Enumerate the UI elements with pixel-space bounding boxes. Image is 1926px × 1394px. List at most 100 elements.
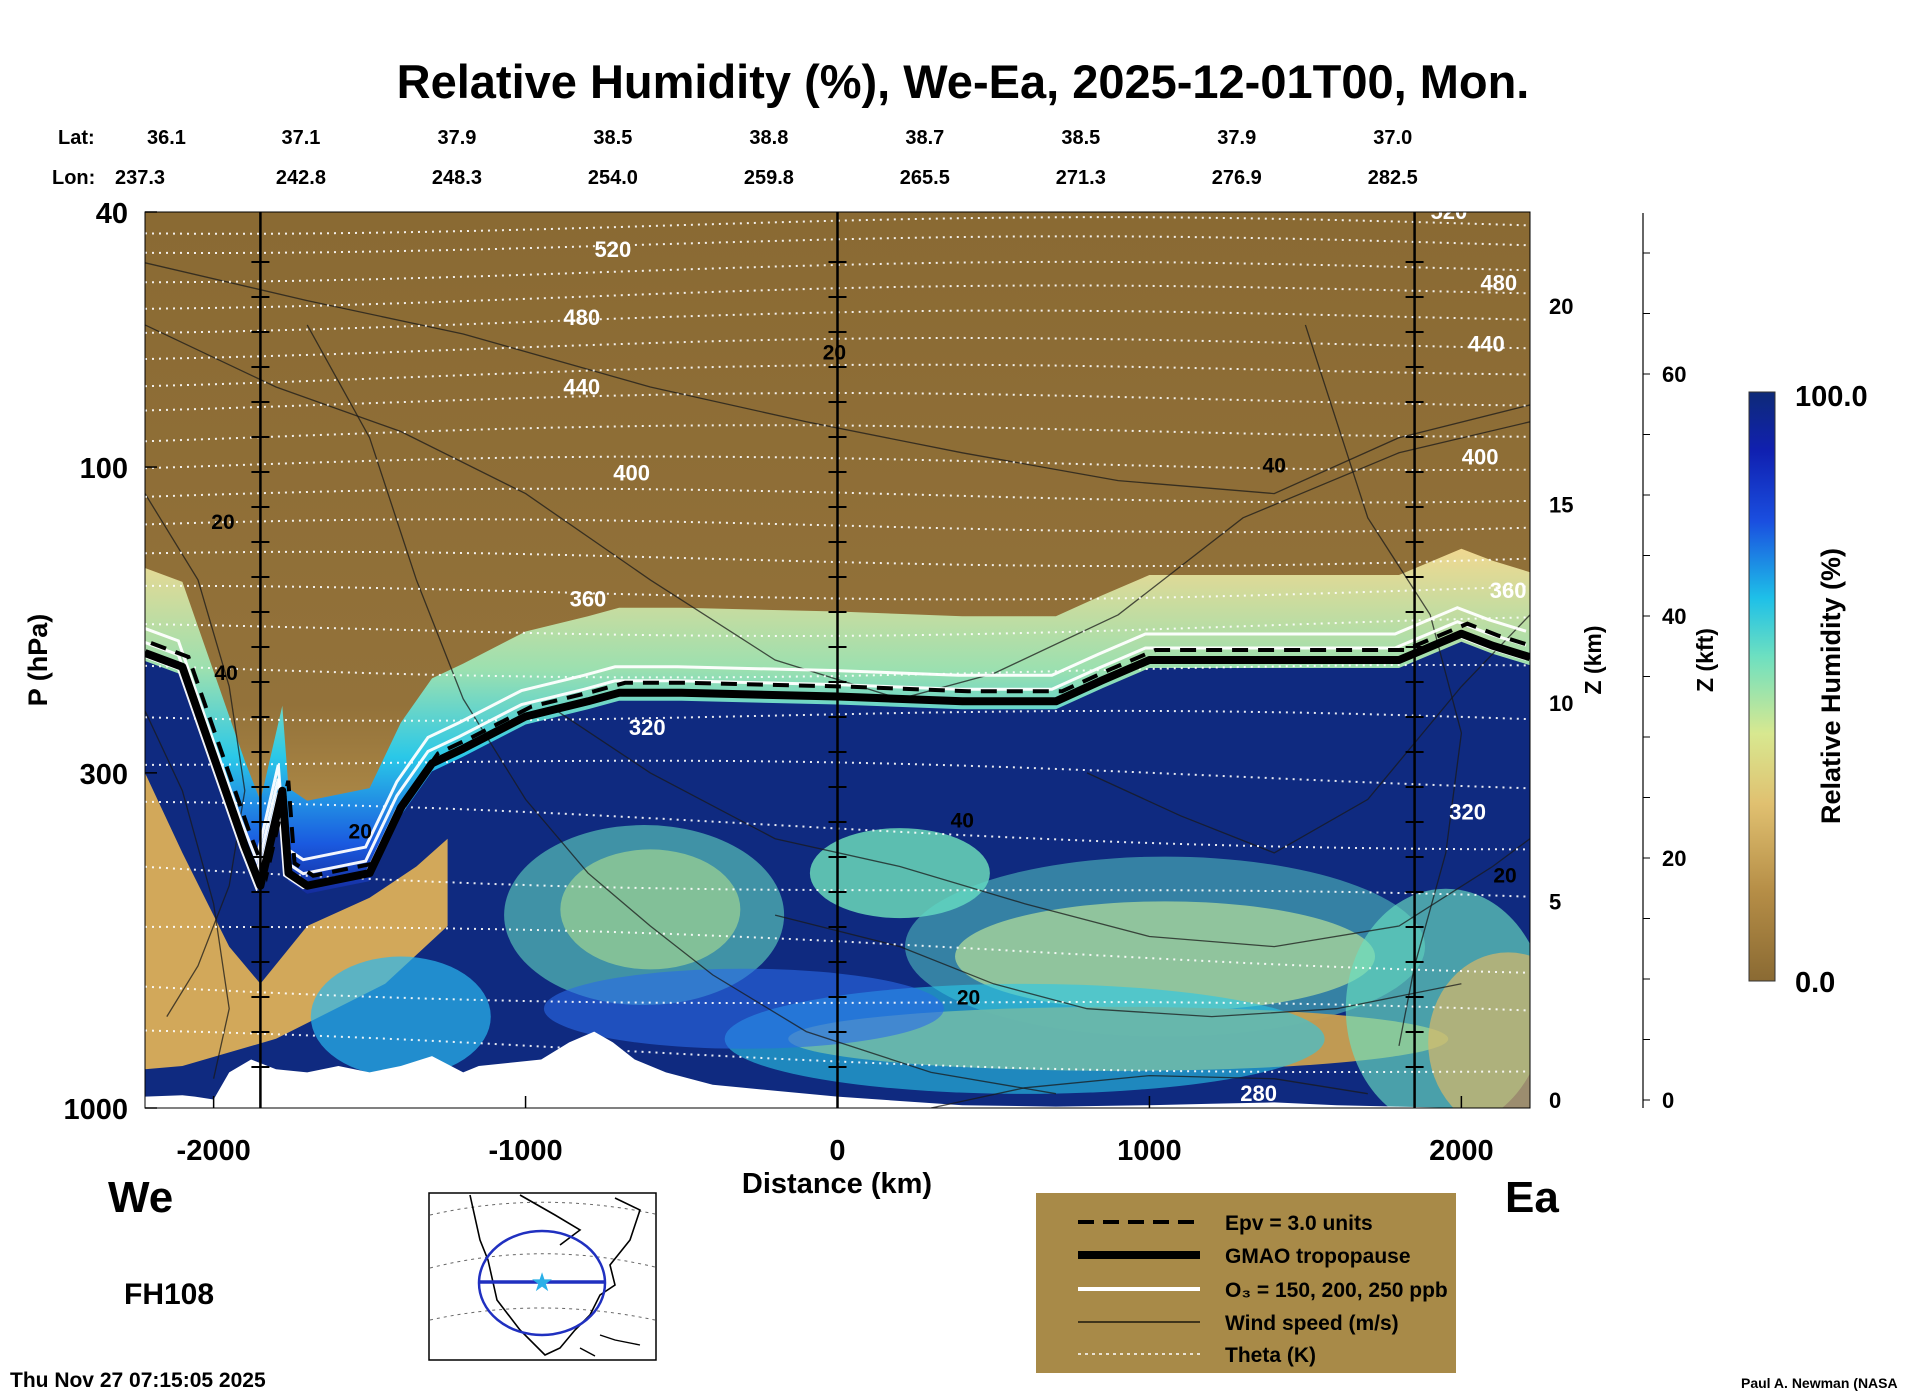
lon-value: 237.3 — [115, 167, 165, 189]
x-tick-label: 0 — [829, 1135, 845, 1167]
theta-label: 280 — [1240, 1081, 1277, 1106]
y-axis-label: P (hPa) — [23, 614, 53, 707]
svg-text:★: ★ — [530, 1268, 553, 1298]
theta-label: 480 — [563, 305, 600, 330]
legend-wind: Wind speed (m/s) — [1225, 1312, 1399, 1335]
theta-label: 440 — [1468, 331, 1505, 356]
lon-label: Lon: — [52, 167, 95, 189]
theta-label: 360 — [1490, 578, 1527, 603]
vertical-reference-lines — [251, 212, 1424, 1108]
x-tick-label: 2000 — [1429, 1135, 1494, 1167]
theta-label: 520 — [1431, 199, 1468, 224]
theta-label: 440 — [563, 374, 600, 399]
lon-value: 271.3 — [1056, 167, 1106, 189]
x-axis-label: Distance (km) — [742, 1168, 932, 1200]
x-axis: -2000 -1000 0 1000 2000 — [177, 1096, 1494, 1167]
colorbar — [1748, 391, 1776, 982]
wind-contour — [556, 710, 1530, 948]
z-kft-tick-label: 20 — [1662, 846, 1686, 871]
lat-value: 38.8 — [749, 127, 788, 149]
humidity-patch — [809, 828, 990, 919]
lat-lon-header: 36.1 37.1 37.9 38.5 38.8 38.7 38.5 37.9 37.0 237.… — [115, 127, 1418, 189]
ozone-contour — [145, 620, 1527, 879]
humidity-patches — [310, 825, 1530, 1108]
wind-contour — [145, 493, 246, 1017]
x-tick-label: -2000 — [177, 1135, 251, 1167]
tropopause-line — [145, 629, 1530, 890]
wind-label: 40 — [214, 662, 237, 685]
lat-value: 38.5 — [593, 127, 632, 149]
wind-contour — [145, 710, 230, 1079]
wind-contour — [1086, 614, 1530, 854]
y-tick-label: 40 — [96, 198, 128, 230]
wind-label: 40 — [951, 809, 974, 832]
theta-label: 320 — [629, 715, 666, 740]
z-km-tick-label: 10 — [1549, 691, 1573, 716]
legend-epv: Epv = 3.0 units — [1225, 1212, 1373, 1235]
y-tick-label: 300 — [80, 759, 128, 791]
inset-map: ★ — [428, 1192, 657, 1361]
lon-value: 254.0 — [588, 167, 638, 189]
dry-intrusion-region — [145, 772, 448, 1070]
lon-value: 276.9 — [1212, 167, 1262, 189]
wind-label: 20 — [823, 342, 846, 365]
lat-value: 36.1 — [147, 127, 186, 149]
wind-label: 40 — [1263, 455, 1286, 478]
y-axis-z-km: 0 5 10 15 20 — [1549, 294, 1573, 1113]
theta-label: 360 — [570, 586, 607, 611]
z-km-tick-label: 20 — [1549, 294, 1573, 319]
x-tick-label: 1000 — [1117, 1135, 1182, 1167]
wind-label: 20 — [1493, 865, 1516, 888]
wind-label: 20 — [349, 821, 372, 844]
colorbar-title: Relative Humidity (%) — [1816, 548, 1846, 824]
lat-value: 37.1 — [281, 127, 320, 149]
z-kft-tick-label: 60 — [1662, 362, 1686, 387]
humidity-patch — [543, 968, 944, 1049]
z-km-tick-label: 0 — [1549, 1088, 1561, 1113]
humidity-patch — [504, 825, 785, 1006]
lon-value: 265.5 — [900, 167, 950, 189]
wind-label: 20 — [211, 511, 234, 534]
z-km-tick-label: 15 — [1549, 493, 1573, 518]
plot-area: 520 480 440 400 360 320 520 480 440 400 360 320 280 2… — [145, 199, 1530, 1108]
contour-labels: 520 480 440 400 360 320 520 480 440 400 360 320 280 2… — [211, 199, 1527, 1106]
lat-value: 37.9 — [1217, 127, 1256, 149]
lon-value: 242.8 — [276, 167, 326, 189]
theta-line — [145, 925, 1530, 974]
lat-value: 38.5 — [1061, 127, 1100, 149]
z-km-axis-label: Z (km) — [1580, 626, 1606, 695]
lat-value: 37.9 — [437, 127, 476, 149]
ozone-contour — [145, 606, 1527, 865]
forecast-hour: FH108 — [124, 1278, 214, 1311]
theta-label: 320 — [1449, 800, 1486, 825]
theta-label: 400 — [613, 461, 650, 486]
z-km-tick-label: 5 — [1549, 890, 1561, 915]
epv-line — [150, 621, 1530, 883]
legend-theta: Theta (K) — [1225, 1344, 1316, 1367]
theta-label: 480 — [1480, 270, 1517, 295]
colorbar-max-label: 100.0 — [1795, 381, 1868, 413]
legend-tropopause: GMAO tropopause — [1225, 1245, 1411, 1268]
wind-contour — [930, 1074, 1368, 1108]
y-axis-pressure: 1000 300 100 40 — [63, 198, 157, 1126]
east-end-label: Ea — [1505, 1173, 1559, 1222]
colorbar-min-label: 0.0 — [1795, 967, 1835, 999]
legend-ozone: O₃ = 150, 200, 250 ppb — [1225, 1279, 1448, 1302]
west-end-label: We — [108, 1173, 173, 1222]
lon-value: 248.3 — [432, 167, 482, 189]
humidity-patch — [1428, 952, 1530, 1108]
chart-title: Relative Humidity (%), We-Ea, 2025-12-01… — [397, 55, 1530, 108]
wind-contour — [145, 262, 1530, 495]
credit: Paul A. Newman (NASA — [1741, 1375, 1898, 1391]
wind-contour — [774, 914, 1462, 1018]
y-tick-label: 100 — [80, 453, 128, 485]
timestamp: Thu Nov 27 07:15:05 2025 — [10, 1369, 266, 1392]
theta-line — [145, 985, 1530, 1012]
y-axis-z-kft: 0 20 40 60 — [1642, 213, 1686, 1113]
terrain-mask — [145, 1031, 1462, 1108]
z-kft-axis-label: Z (kft) — [1692, 628, 1718, 692]
lat-value: 37.0 — [1373, 127, 1412, 149]
x-tick-label: -1000 — [488, 1135, 562, 1167]
wind-label: 20 — [957, 987, 980, 1010]
